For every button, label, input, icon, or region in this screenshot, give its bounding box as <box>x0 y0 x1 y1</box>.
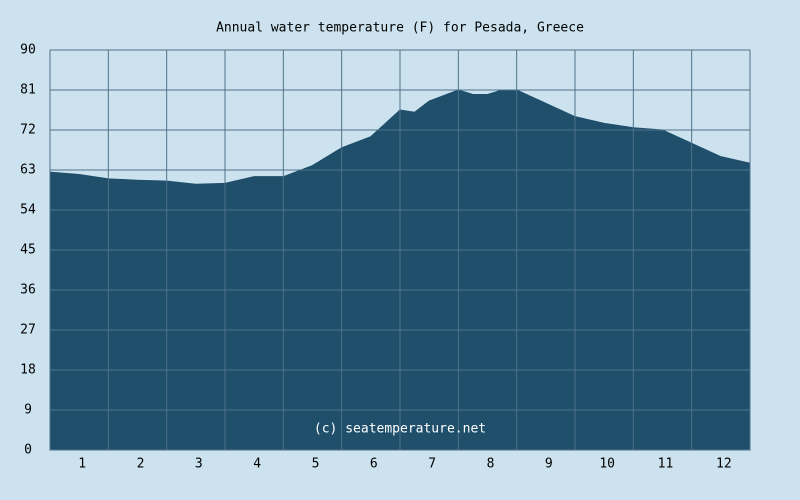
watermark: (c) seatemperature.net <box>314 422 486 437</box>
x-tick-label: 4 <box>253 457 261 472</box>
y-tick-label: 36 <box>20 283 36 298</box>
x-tick-label: 6 <box>370 457 378 472</box>
x-tick-label: 11 <box>658 457 674 472</box>
x-tick-label: 2 <box>137 457 145 472</box>
x-tick-label: 12 <box>716 457 732 472</box>
x-tick-label: 3 <box>195 457 203 472</box>
y-tick-label: 90 <box>20 43 36 58</box>
x-tick-label: 8 <box>487 457 495 472</box>
x-tick-label: 9 <box>545 457 553 472</box>
y-tick-label: 0 <box>24 443 32 458</box>
x-tick-label: 10 <box>599 457 615 472</box>
y-tick-label: 9 <box>24 403 32 418</box>
x-tick-label: 1 <box>78 457 86 472</box>
y-tick-label: 18 <box>20 363 36 378</box>
x-tick-label: 7 <box>428 457 436 472</box>
y-tick-label: 45 <box>20 243 36 258</box>
y-tick-label: 27 <box>20 323 36 338</box>
y-tick-label: 81 <box>20 83 36 98</box>
x-tick-label: 5 <box>312 457 320 472</box>
y-tick-label: 63 <box>20 163 36 178</box>
y-tick-label: 54 <box>20 203 36 218</box>
y-tick-label: 72 <box>20 123 36 138</box>
chart-title: Annual water temperature (F) for Pesada,… <box>216 21 584 36</box>
